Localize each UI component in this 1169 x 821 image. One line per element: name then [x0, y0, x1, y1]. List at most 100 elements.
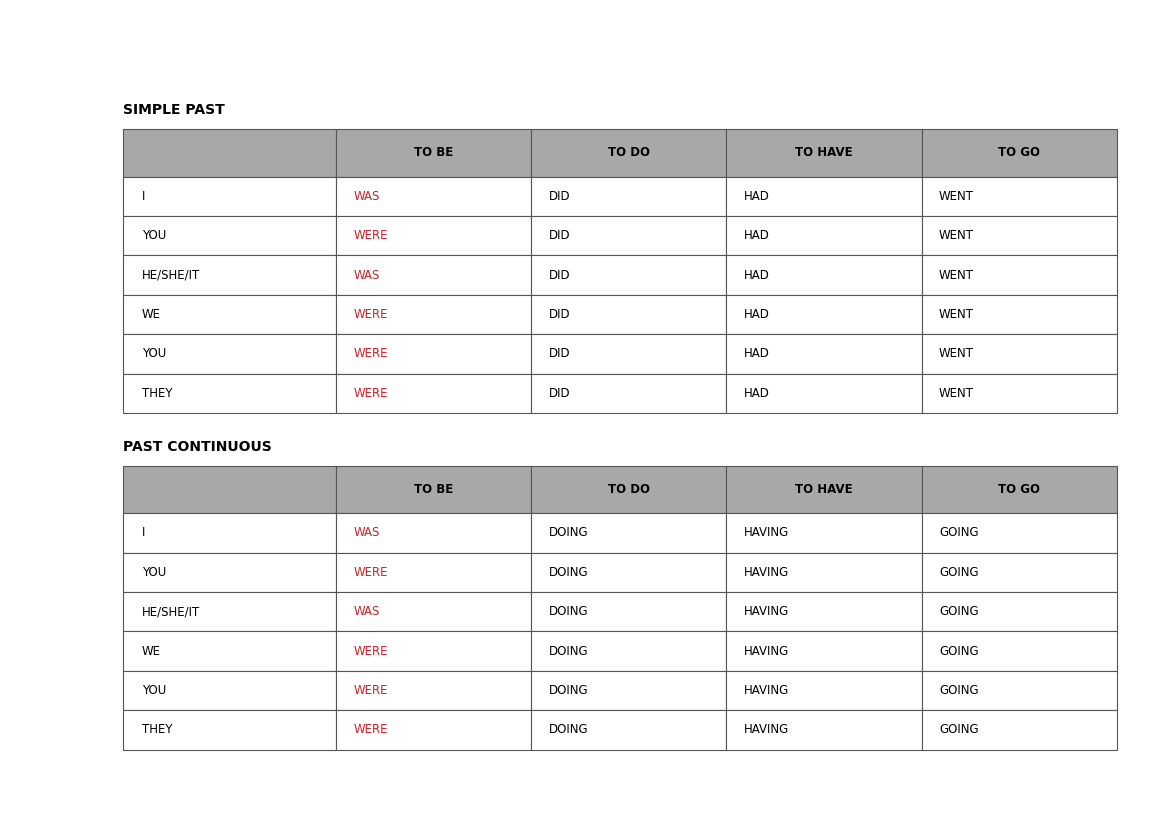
Bar: [123, 592, 337, 631]
Bar: [532, 334, 726, 374]
Bar: [123, 374, 337, 413]
Bar: [726, 177, 921, 216]
Bar: [921, 710, 1116, 750]
Bar: [123, 671, 337, 710]
Bar: [921, 216, 1116, 255]
Text: WERE: WERE: [354, 387, 388, 400]
Text: HAD: HAD: [743, 268, 770, 282]
Text: DOING: DOING: [549, 605, 589, 618]
Text: DID: DID: [549, 268, 570, 282]
Bar: [921, 631, 1116, 671]
Bar: [921, 177, 1116, 216]
Text: THEY: THEY: [141, 387, 173, 400]
Bar: [532, 255, 726, 295]
Text: HAVING: HAVING: [743, 723, 789, 736]
Bar: [337, 466, 532, 513]
Text: WERE: WERE: [354, 684, 388, 697]
Text: DID: DID: [549, 387, 570, 400]
Text: HAVING: HAVING: [743, 684, 789, 697]
Text: DOING: DOING: [549, 566, 589, 579]
Bar: [726, 295, 921, 334]
Text: TO DO: TO DO: [608, 483, 650, 496]
Bar: [532, 374, 726, 413]
Text: WENT: WENT: [939, 190, 974, 203]
Bar: [921, 671, 1116, 710]
Text: TO DO: TO DO: [608, 146, 650, 159]
Bar: [532, 631, 726, 671]
Bar: [921, 295, 1116, 334]
Text: WENT: WENT: [939, 308, 974, 321]
Text: DOING: DOING: [549, 526, 589, 539]
Text: HE/SHE/IT: HE/SHE/IT: [141, 268, 200, 282]
Bar: [726, 513, 921, 553]
Bar: [921, 374, 1116, 413]
Bar: [123, 129, 337, 177]
Text: HAVING: HAVING: [743, 644, 789, 658]
Text: SIMPLE PAST: SIMPLE PAST: [123, 103, 224, 117]
Text: HAD: HAD: [743, 190, 770, 203]
Text: DID: DID: [549, 190, 570, 203]
Text: WE: WE: [141, 644, 161, 658]
Bar: [123, 255, 337, 295]
Bar: [532, 216, 726, 255]
Text: YOU: YOU: [141, 229, 166, 242]
Text: GOING: GOING: [939, 723, 978, 736]
Bar: [337, 295, 532, 334]
Text: WERE: WERE: [354, 566, 388, 579]
Text: WERE: WERE: [354, 347, 388, 360]
Text: GOING: GOING: [939, 684, 978, 697]
Bar: [337, 671, 532, 710]
Text: HAVING: HAVING: [743, 566, 789, 579]
Text: WAS: WAS: [354, 526, 380, 539]
Bar: [337, 513, 532, 553]
Bar: [532, 671, 726, 710]
Bar: [726, 553, 921, 592]
Text: DOING: DOING: [549, 723, 589, 736]
Bar: [337, 129, 532, 177]
Text: DOING: DOING: [549, 684, 589, 697]
Bar: [726, 334, 921, 374]
Bar: [337, 216, 532, 255]
Bar: [726, 255, 921, 295]
Bar: [726, 466, 921, 513]
Text: I: I: [141, 526, 145, 539]
Bar: [532, 129, 726, 177]
Text: WERE: WERE: [354, 308, 388, 321]
Bar: [726, 592, 921, 631]
Text: THEY: THEY: [141, 723, 173, 736]
Bar: [123, 216, 337, 255]
Bar: [123, 513, 337, 553]
Bar: [337, 177, 532, 216]
Text: DOING: DOING: [549, 644, 589, 658]
Bar: [921, 513, 1116, 553]
Text: WENT: WENT: [939, 387, 974, 400]
Text: WERE: WERE: [354, 229, 388, 242]
Text: HAVING: HAVING: [743, 605, 789, 618]
Bar: [123, 334, 337, 374]
Text: WAS: WAS: [354, 605, 380, 618]
Bar: [532, 466, 726, 513]
Bar: [337, 374, 532, 413]
Text: TO HAVE: TO HAVE: [795, 146, 853, 159]
Bar: [532, 513, 726, 553]
Text: GOING: GOING: [939, 644, 978, 658]
Text: YOU: YOU: [141, 347, 166, 360]
Text: YOU: YOU: [141, 684, 166, 697]
Text: YOU: YOU: [141, 566, 166, 579]
Bar: [921, 553, 1116, 592]
Text: HAD: HAD: [743, 347, 770, 360]
Bar: [726, 631, 921, 671]
Text: DID: DID: [549, 229, 570, 242]
Bar: [921, 129, 1116, 177]
Text: GOING: GOING: [939, 566, 978, 579]
Bar: [123, 295, 337, 334]
Bar: [532, 553, 726, 592]
Bar: [532, 710, 726, 750]
Text: I: I: [141, 190, 145, 203]
Bar: [337, 710, 532, 750]
Text: TO GO: TO GO: [998, 483, 1040, 496]
Bar: [337, 553, 532, 592]
Text: WAS: WAS: [354, 268, 380, 282]
Text: GOING: GOING: [939, 526, 978, 539]
Bar: [532, 592, 726, 631]
